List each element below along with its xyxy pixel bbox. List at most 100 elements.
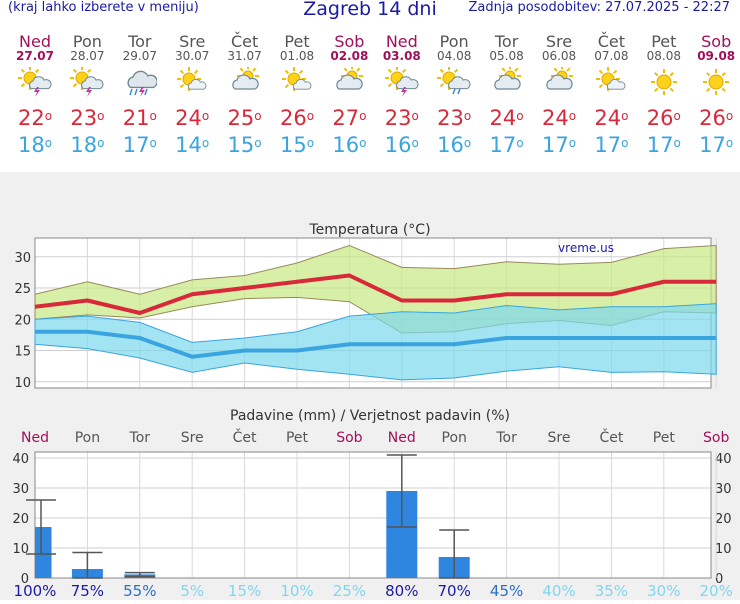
- temp-ytick-label: 10: [14, 376, 31, 391]
- day-column: Tor 05.08 24o 17o: [481, 32, 533, 158]
- precip-probability: 10%: [280, 582, 313, 600]
- precip-probability: 100%: [14, 582, 57, 600]
- day-name: Sob: [701, 32, 732, 51]
- precip-day-label: Čet: [599, 428, 623, 446]
- min-temp: 17o: [646, 133, 681, 157]
- precip-day-label: Pet: [653, 430, 676, 446]
- day-column: Pon 28.07 23o 18o: [61, 32, 113, 158]
- min-temp: 16o: [332, 133, 367, 157]
- max-temp: 23o: [384, 106, 419, 130]
- day-column: Sob 02.08 27o 16o: [323, 32, 375, 158]
- temp-ytick-label: 30: [14, 251, 31, 266]
- precip-probability: 5%: [180, 582, 204, 600]
- precip-probability: 45%: [490, 582, 523, 600]
- day-name: Pet: [284, 32, 310, 51]
- sun-icon: [690, 67, 740, 97]
- precip-probability: 80%: [385, 582, 418, 600]
- precip-day-label: Sob: [703, 430, 729, 446]
- max-temp: 24o: [175, 106, 210, 130]
- day-name: Pon: [72, 32, 102, 51]
- min-temp: 17o: [541, 133, 577, 157]
- max-temp: 22o: [17, 106, 53, 130]
- precip-plot-area: [35, 452, 711, 578]
- max-temp: 23o: [70, 106, 105, 130]
- min-temp-band: [34, 303, 717, 381]
- chart-watermark: vreme.us: [558, 241, 614, 255]
- precip-day-label: Ned: [388, 430, 416, 446]
- cloud-rain-storm-icon: [114, 67, 166, 97]
- min-temp: 18o: [70, 133, 105, 157]
- temp-ytick-label: 20: [14, 313, 31, 328]
- precip-ytick-label-left: 0: [21, 572, 29, 587]
- day-column: Pet 01.08 26o 15o: [271, 32, 323, 158]
- last-update: Zadnja posodobitev: 27.07.2025 - 22:27: [468, 0, 730, 15]
- temp-ytick-label: 25: [14, 282, 31, 297]
- day-name: Tor: [494, 32, 519, 51]
- sun-small-cloud-icon: [166, 67, 218, 97]
- day-date: 01.08: [279, 49, 315, 63]
- max-temp: 27o: [332, 106, 367, 130]
- sun-cloud-icon: [323, 67, 375, 97]
- max-temp: 26o: [646, 106, 681, 130]
- day-column: Čet 31.07 25o 15o: [219, 32, 271, 158]
- day-date: 07.08: [594, 49, 629, 63]
- day-name: Sob: [334, 32, 365, 51]
- precip-ytick-label-right: 10: [715, 542, 732, 557]
- day-date: 03.08: [382, 49, 421, 63]
- min-temp: 16o: [437, 133, 472, 157]
- day-column: Sob 09.08 26o 17o: [690, 32, 740, 158]
- precip-day-label: Čet: [233, 428, 257, 446]
- precip-ytick-label-right: 30: [715, 482, 732, 497]
- day-name: Čet: [597, 32, 626, 51]
- menu-hint: (kraj lahko izberete v meniju): [8, 0, 199, 15]
- precip-day-label: Sob: [336, 430, 362, 446]
- min-temp: 18o: [17, 133, 53, 157]
- precip-day-label: Ned: [21, 430, 49, 446]
- day-date: 31.07: [227, 49, 262, 63]
- precip-probability: 75%: [71, 582, 104, 600]
- precip-ytick-label-right: 20: [715, 512, 732, 527]
- forecast-header: (kraj lahko izberete v meniju) Zagreb 14…: [0, 0, 740, 172]
- precip-ytick-label-left: 30: [12, 482, 29, 497]
- min-temp: 17o: [699, 133, 734, 157]
- charts-panel: 10 15 20 25 30 Temperatura (°C) vreme.us Padavi…: [0, 172, 740, 600]
- day-date: 02.08: [330, 49, 369, 63]
- temp-chart-title: Temperatura (°C): [308, 222, 430, 238]
- min-temp: 17o: [594, 133, 629, 157]
- precip-bar: [35, 527, 52, 578]
- max-temp: 26o: [699, 106, 734, 130]
- precip-ytick-label-left: 10: [12, 542, 29, 557]
- day-name: Čet: [230, 32, 259, 51]
- precip-day-label: Sre: [548, 430, 571, 446]
- day-column: Sre 06.08 24o 17o: [533, 34, 585, 158]
- day-date: 05.08: [489, 49, 524, 63]
- max-temp: 21o: [122, 106, 157, 130]
- precip-probability: 20%: [700, 582, 733, 600]
- precip-day-label: Tor: [129, 430, 151, 446]
- day-column: Ned 27.07 22o 18o: [9, 34, 61, 158]
- precip-probability: 70%: [438, 582, 471, 600]
- day-name: Pet: [651, 32, 677, 51]
- precip-day-label: Pon: [442, 430, 467, 446]
- day-date: 29.07: [122, 49, 157, 63]
- precip-ytick-label-right: 40: [715, 452, 732, 467]
- sun-cloud-storm-icon: [61, 67, 113, 97]
- precip-day-label: Sre: [181, 430, 204, 446]
- precip-chart-title: Padavine (mm) / Verjetnost padavin (%): [230, 408, 510, 424]
- precip-day-label: Pon: [75, 430, 100, 446]
- precip-day-label: Pet: [286, 430, 309, 446]
- day-date: 08.08: [646, 49, 681, 63]
- max-temp: 25o: [227, 106, 262, 130]
- precip-ytick-label-left: 20: [12, 512, 29, 527]
- day-date: 30.07: [175, 49, 210, 63]
- max-temp-line: [34, 273, 717, 315]
- precip-probability: 25%: [333, 582, 366, 600]
- day-name: Sre: [179, 32, 206, 51]
- sun-cloud-storm-icon: [9, 67, 61, 97]
- day-name: Ned: [385, 32, 418, 51]
- day-column: Sre 30.07 24o 14o: [166, 32, 218, 158]
- min-temp: 16o: [384, 133, 419, 157]
- day-date: 27.07: [16, 49, 54, 63]
- day-name: Pon: [439, 32, 469, 51]
- precip-plot-border: [34, 451, 712, 579]
